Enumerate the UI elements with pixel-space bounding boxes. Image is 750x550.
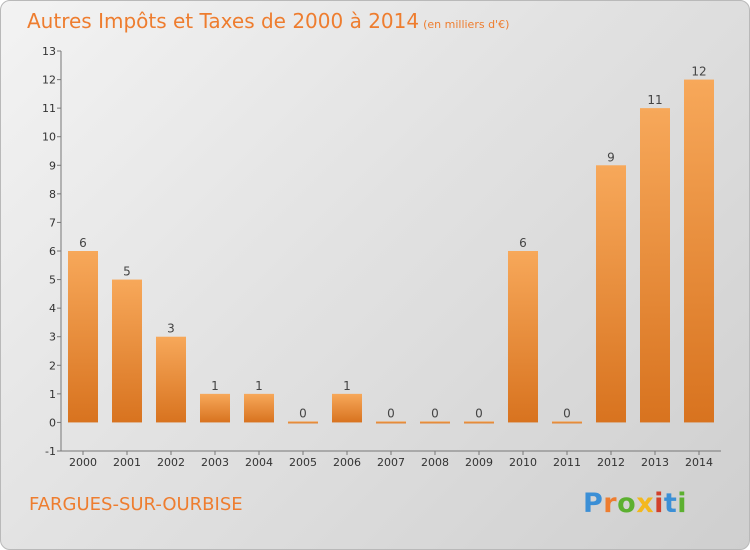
x-tick-label: 2005	[289, 456, 317, 469]
x-tick-label: 2010	[509, 456, 537, 469]
bar	[420, 421, 450, 424]
x-tick-label: 2007	[377, 456, 405, 469]
bar	[376, 421, 406, 424]
y-tick-label: 4	[49, 302, 56, 315]
chart-title: Autres Impôts et Taxes de 2000 à 2014 (en…	[27, 9, 509, 33]
bar	[244, 393, 274, 423]
logo-letter: P	[583, 488, 604, 519]
bar	[684, 79, 714, 423]
y-tick-label: 13	[42, 45, 56, 58]
title-unit: (en milliers d'€)	[423, 18, 510, 31]
x-tick-label: 2013	[641, 456, 669, 469]
value-label: 5	[123, 265, 131, 279]
value-label: 0	[387, 406, 395, 420]
value-label: 9	[607, 150, 615, 164]
y-tick-label: 0	[49, 416, 56, 429]
bar	[552, 421, 582, 424]
y-tick-label: 9	[49, 159, 56, 172]
x-tick-label: 2002	[157, 456, 185, 469]
bar	[112, 279, 142, 423]
logo-letter: i	[654, 488, 664, 519]
value-label: 6	[519, 236, 527, 250]
x-tick-label: 2000	[69, 456, 97, 469]
bar	[200, 393, 230, 423]
logo-letter: x	[636, 488, 655, 519]
y-tick-label: 2	[49, 359, 56, 372]
logo-letter: o	[617, 488, 637, 519]
value-label: 6	[79, 236, 87, 250]
x-tick-label: 2009	[465, 456, 493, 469]
y-tick-label: 11	[42, 102, 56, 115]
value-label: 1	[211, 379, 219, 393]
x-tick-label: 2003	[201, 456, 229, 469]
x-tick-label: 2012	[597, 456, 625, 469]
value-label: 0	[431, 406, 439, 420]
y-tick-label: -1	[45, 445, 56, 458]
y-tick-label: 3	[49, 331, 56, 344]
logo-letter: i	[677, 488, 688, 519]
y-tick-label: 10	[42, 131, 56, 144]
y-tick-label: 12	[42, 74, 56, 87]
value-label: 12	[691, 65, 706, 79]
x-tick-label: 2011	[553, 456, 581, 469]
value-label: 0	[299, 406, 307, 420]
x-tick-label: 2008	[421, 456, 449, 469]
bar	[464, 421, 494, 424]
x-tick-label: 2006	[333, 456, 361, 469]
value-label: 0	[475, 406, 483, 420]
value-label: 1	[343, 379, 351, 393]
bar	[508, 251, 538, 423]
x-tick-label: 2014	[685, 456, 713, 469]
y-tick-label: 6	[49, 245, 56, 258]
bar	[596, 165, 626, 423]
bar	[156, 336, 186, 423]
bar	[68, 251, 98, 423]
value-label: 0	[563, 406, 571, 420]
y-tick-label: 5	[49, 274, 56, 287]
bar	[288, 421, 318, 424]
bar	[640, 108, 670, 423]
y-tick-label: 1	[49, 388, 56, 401]
y-tick-label: 7	[49, 216, 56, 229]
value-label: 1	[255, 379, 263, 393]
title-text: Autres Impôts et Taxes de 2000 à 2014	[27, 9, 420, 33]
x-tick-label: 2001	[113, 456, 141, 469]
proxiti-logo: Proxiti	[583, 488, 687, 519]
value-label: 3	[167, 322, 175, 336]
logo-letter: t	[663, 488, 678, 519]
x-tick-label: 2004	[245, 456, 273, 469]
commune-name: FARGUES-SUR-OURBISE	[29, 494, 243, 515]
value-label: 11	[647, 93, 662, 107]
bar	[332, 393, 362, 423]
logo-letter: r	[603, 488, 618, 519]
y-tick-label: 8	[49, 188, 56, 201]
